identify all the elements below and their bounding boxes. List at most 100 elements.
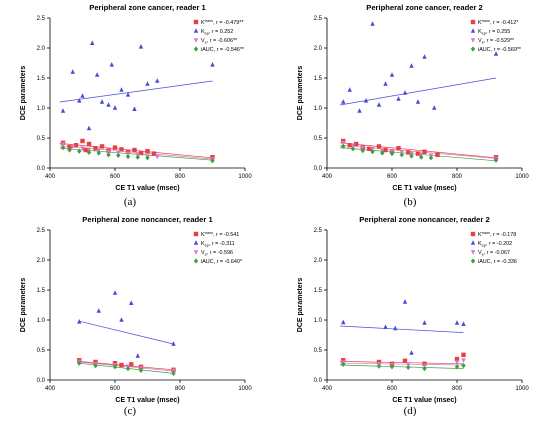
series-kep-fit <box>59 80 213 103</box>
data-point <box>77 360 82 366</box>
data-point <box>138 367 144 373</box>
data-point <box>432 105 437 110</box>
series-ktrans-fit <box>339 361 464 365</box>
chart-title: Peripheral zone noncancer, reader 2 <box>359 215 489 224</box>
data-point <box>145 149 150 154</box>
data-point <box>77 148 82 154</box>
data-point <box>341 361 346 367</box>
data-point <box>119 147 124 152</box>
series-kep-points <box>341 299 466 355</box>
legend-entry: iAUC, r = -0.336 <box>478 259 517 265</box>
data-point <box>422 361 427 366</box>
legend-entry: Kep, r = 0.255 <box>478 29 510 36</box>
chart-panel-a: Peripheral zone cancer, reader 1 0.0 0.5 1.… <box>0 0 272 195</box>
y-tick-label: 1.5 <box>314 288 323 294</box>
fit-line <box>79 320 174 345</box>
legend-marker <box>193 258 199 264</box>
data-point <box>99 99 105 104</box>
data-point <box>119 317 124 322</box>
data-point <box>119 87 124 92</box>
x-axis-label: CE T1 value (msec) <box>115 185 179 192</box>
x-axis-label: CE T1 value (msec) <box>392 185 456 192</box>
data-point <box>155 154 160 160</box>
series-iauc-points <box>341 143 499 163</box>
x-tick-label: 800 <box>175 174 186 180</box>
data-point <box>454 320 460 325</box>
y-tick-label: 1.5 <box>37 288 46 294</box>
series-iauc-points <box>60 145 215 164</box>
data-point <box>406 150 411 155</box>
data-point <box>357 108 362 113</box>
data-point <box>112 290 118 295</box>
data-point <box>389 151 395 157</box>
series-kep-points <box>77 290 176 358</box>
legend-marker <box>193 231 199 237</box>
legend-marker <box>470 250 476 255</box>
data-point <box>461 358 466 363</box>
data-point <box>360 148 365 154</box>
data-point <box>454 364 460 370</box>
data-point <box>461 363 466 369</box>
data-point <box>402 90 408 95</box>
y-tick-label: 0.5 <box>37 348 46 354</box>
data-point <box>347 87 352 92</box>
data-point <box>83 147 88 153</box>
legend-marker <box>193 19 199 25</box>
y-tick-label: 2.0 <box>37 46 46 52</box>
legend-marker <box>470 46 476 52</box>
data-point <box>96 308 101 313</box>
data-point <box>415 151 421 156</box>
series-kep-fit <box>339 325 464 333</box>
data-point <box>70 144 75 150</box>
legend-entry: Ktrans, r = -0.178 <box>478 231 516 238</box>
y-tick-label: 1.0 <box>37 106 46 112</box>
x-axis-label: CE T1 value (msec) <box>392 397 456 404</box>
data-point <box>461 352 466 357</box>
data-point <box>422 366 427 372</box>
x-tick-label: 800 <box>175 386 186 392</box>
y-tick-label: 0.5 <box>314 348 323 354</box>
panel-label-b: (b) <box>403 196 417 208</box>
y-axis-label: DCE parameters <box>20 278 27 333</box>
data-point <box>376 363 382 369</box>
scatter-plot: Peripheral zone cancer, reader 2 0.0 0.5 1.… <box>297 3 529 192</box>
data-point <box>151 151 157 156</box>
chart-title: Peripheral zone cancer, reader 1 <box>89 3 206 12</box>
x-axis-label: CE T1 value (msec) <box>115 397 179 404</box>
data-point <box>354 141 359 147</box>
data-point <box>77 98 82 103</box>
legend-entry: Ve, r = -0.529** <box>478 38 515 45</box>
legend-entry: iAUC, r = -0.546** <box>201 47 245 53</box>
legend-marker <box>470 19 476 25</box>
data-point <box>409 63 414 68</box>
x-tick-label: 400 <box>322 386 333 392</box>
data-point <box>86 125 92 131</box>
legend-marker <box>193 250 199 255</box>
data-point <box>106 152 111 158</box>
y-tick-label: 1.5 <box>37 76 46 82</box>
data-point <box>70 69 75 74</box>
y-axis-label: DCE parameters <box>297 66 304 121</box>
x-tick-label: 600 <box>387 174 398 180</box>
legend-marker <box>470 240 476 245</box>
y-tick-label: 2.0 <box>314 46 323 52</box>
x-tick-label: 1000 <box>515 386 529 392</box>
data-point <box>422 320 427 325</box>
data-point <box>94 72 100 77</box>
y-tick-label: 0.5 <box>37 136 46 142</box>
data-point <box>454 360 460 365</box>
data-point <box>341 143 346 149</box>
data-point <box>99 144 105 149</box>
legend-marker <box>193 46 199 52</box>
x-tick-label: 400 <box>322 174 333 180</box>
data-point <box>389 72 395 77</box>
series-ktrans-fit <box>339 142 497 159</box>
legend-entry: Ve, r = -0.067 <box>478 250 510 257</box>
legend-marker <box>193 38 199 43</box>
data-point <box>77 319 82 324</box>
fit-line <box>339 142 497 159</box>
data-point <box>376 102 382 107</box>
x-tick-label: 600 <box>387 386 398 392</box>
series-kep-points <box>341 21 499 113</box>
y-tick-label: 2.5 <box>314 16 323 22</box>
